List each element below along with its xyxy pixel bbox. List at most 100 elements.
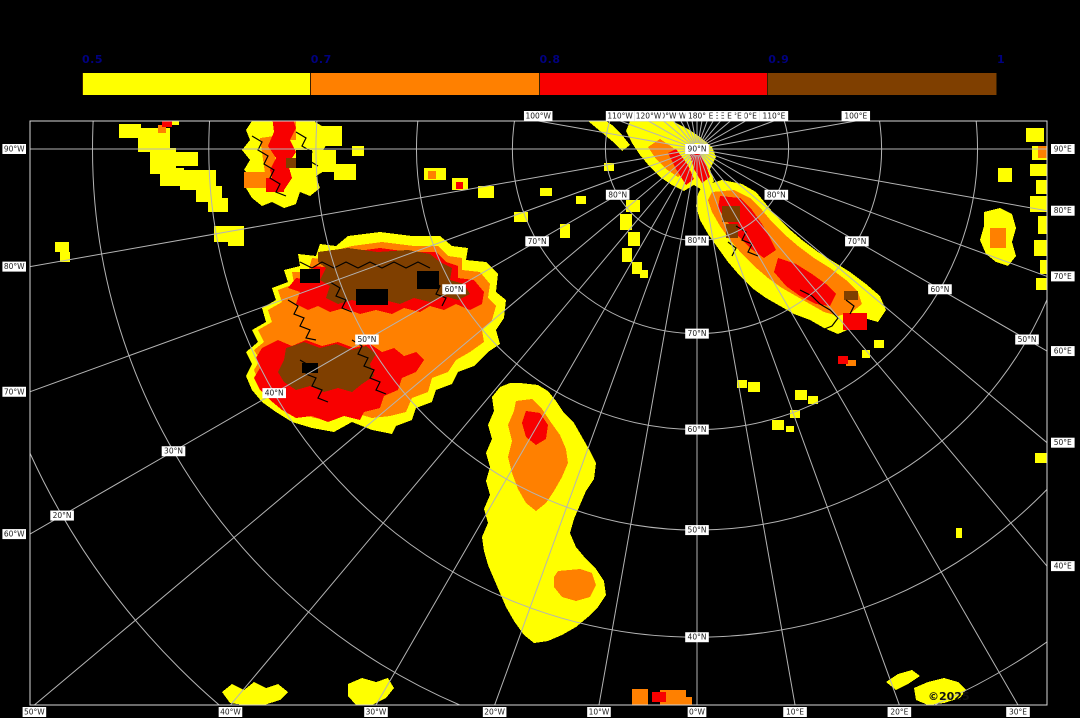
data-cell (180, 170, 216, 190)
longitude-label-box (1051, 437, 1075, 448)
longitude-label-text: 20°W (484, 708, 505, 717)
longitude-label: 70°W (2, 386, 27, 397)
colorbar-tick-label: 1 (997, 53, 1006, 66)
longitude-label-text: 100°E (844, 112, 867, 121)
longitude-label-text: 50°W (24, 708, 45, 717)
longitude-label: 70°E (1051, 271, 1075, 282)
longitude-label-text: 80°E (1054, 206, 1072, 215)
data-cell (843, 313, 867, 330)
coastlines (251, 131, 855, 403)
longitude-label-box (587, 707, 611, 717)
latitude-label: 60°N (442, 284, 466, 295)
longitude-label-box (649, 111, 678, 121)
longitude-label-box (1051, 271, 1075, 282)
colorbar: 0.5 0.7 0.8 0.9 1 (82, 53, 1005, 95)
coastline (299, 261, 431, 269)
data-cell (628, 232, 640, 246)
graticule-meridian (699, 153, 1019, 705)
data-blob-bering-cluster (268, 121, 296, 190)
longitude-label: 50°W (22, 707, 47, 717)
colorbar-segment (310, 73, 540, 95)
longitude-label: 40°E (1051, 561, 1075, 572)
longitude-label-box (1051, 144, 1075, 154)
latitude-label-text: 50°N (358, 335, 377, 344)
coastline (799, 289, 839, 331)
longitude-label-box (731, 111, 760, 121)
graticule-meridian (30, 149, 692, 268)
data-cell (1034, 240, 1047, 256)
latitude-label-box (685, 235, 709, 246)
data-cell (998, 168, 1012, 182)
latitude-label-text: 40°N (688, 633, 707, 642)
data-cell (632, 262, 642, 274)
longitude-label: 30°W (364, 707, 388, 717)
data-cell (640, 270, 648, 278)
latitude-label-text: 90°N (688, 145, 707, 154)
data-cell (560, 224, 570, 238)
latitude-label: 80°N (764, 189, 789, 200)
longitude-label-text: 120°E (734, 112, 757, 121)
longitude-label: 30°E (1006, 707, 1030, 717)
data-blob-atlantic-blob (508, 399, 568, 511)
latitude-label-box (685, 328, 709, 339)
longitude-label: 100°E (841, 111, 871, 121)
latitude-label: 60°N (928, 284, 952, 295)
longitude-label: 90°E (1051, 144, 1075, 154)
longitude-label: 130°W (649, 111, 678, 121)
latitude-label-box (161, 446, 186, 457)
latitude-label: 80°N (605, 189, 630, 200)
longitude-label-box (1051, 205, 1075, 216)
longitude-label-text: 20°E (890, 708, 908, 717)
graticule-meridian (702, 149, 1047, 212)
graticule-meridian (229, 153, 694, 705)
data-cell (874, 340, 884, 348)
graticule-meridian (701, 151, 1047, 352)
latitude-label-text: 80°N (688, 236, 707, 245)
longitude-label-text: 30°W (366, 708, 387, 717)
latitude-label: 70°N (845, 236, 869, 247)
longitude-label: 10°W (587, 707, 611, 717)
latitude-label: 60°N (685, 424, 709, 435)
latitude-label-box (50, 510, 74, 521)
latitude-label-box (685, 632, 709, 643)
data-blob-atlantic-blob (554, 569, 596, 601)
latitude-label-text: 80°N (608, 190, 627, 199)
data-cell (1030, 164, 1047, 176)
longitude-label: 80°E (1051, 205, 1075, 216)
graticule-meridian (698, 154, 900, 705)
data-blob-bottom-left-patch-2 (348, 678, 394, 705)
latitude-label-text: 60°N (931, 285, 950, 294)
longitude-label-box (22, 707, 47, 717)
data-cell (352, 146, 364, 156)
data-blob-bottom-right-patch (886, 670, 920, 690)
latitude-label-text: 70°N (528, 237, 547, 246)
graticule-meridian (598, 154, 697, 705)
longitude-label-text: 60°E (1054, 347, 1072, 356)
longitude-label-box (605, 111, 635, 121)
longitude-label-text: 120°W (636, 112, 662, 121)
longitude-label-box (1051, 346, 1075, 357)
data-cell (158, 125, 166, 133)
latitude-label-box (605, 189, 630, 200)
longitude-label: 180° (685, 111, 709, 121)
colorbar-tick-label: 0.9 (768, 53, 790, 66)
latitude-label-text: 20°N (53, 511, 72, 520)
data-cell (1036, 180, 1047, 194)
data-blob-bottom-right-patch (914, 678, 966, 705)
colorbar-segment (539, 73, 769, 95)
latitude-label: 70°N (685, 328, 709, 339)
graticule-meridian (375, 153, 695, 705)
latitude-label-box (928, 284, 952, 295)
longitude-label-box (1006, 707, 1030, 717)
data-cell (266, 178, 284, 192)
data-layer-black (296, 150, 439, 373)
longitude-label: 0°W (687, 707, 707, 717)
latitude-label-text: 50°N (688, 526, 707, 535)
latitude-label-box (355, 334, 379, 345)
data-cell (808, 396, 818, 404)
longitude-label-box (523, 111, 553, 121)
data-cell (1026, 128, 1044, 142)
data-cell (1038, 146, 1047, 158)
